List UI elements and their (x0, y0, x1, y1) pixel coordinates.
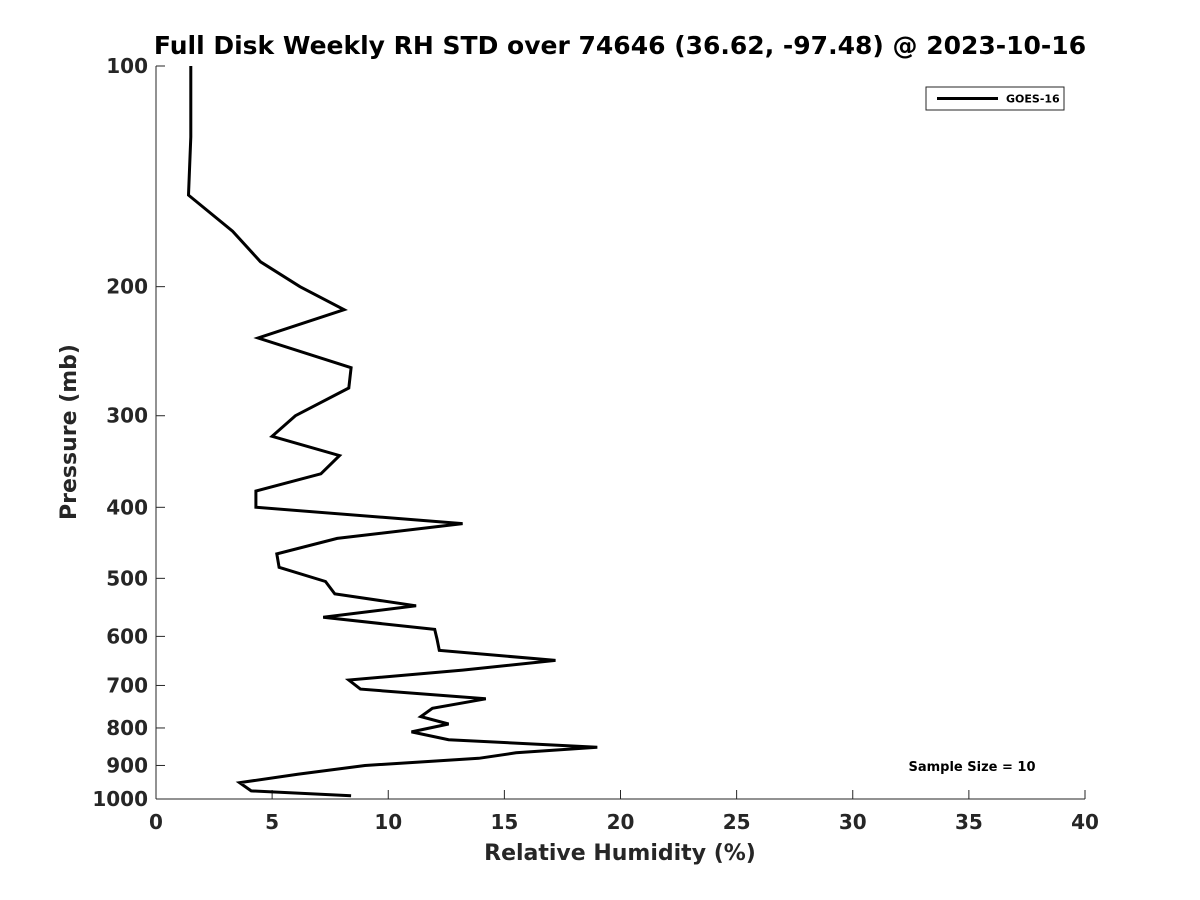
y-tick-label: 500 (106, 566, 148, 590)
y-axis-label: Pressure (mb) (57, 344, 82, 520)
sample-size-annotation: Sample Size = 10 (908, 760, 1035, 775)
y-tick-label: 600 (106, 624, 148, 648)
y-tick-label: 700 (106, 673, 148, 697)
y-ticks: 100 200 300 400 500 600 700 800 900 1000 (92, 54, 165, 811)
legend-label: GOES-16 (1006, 93, 1060, 106)
series-layer (186, 66, 598, 798)
y-tick-label: 1000 (92, 787, 148, 811)
x-tick-label: 0 (149, 810, 163, 834)
y-tick-label: 900 (106, 753, 148, 777)
x-tick-label: 15 (490, 810, 518, 834)
series-line-goes16 (186, 66, 598, 798)
y-tick-label: 100 (106, 54, 148, 78)
x-tick-label: 40 (1071, 810, 1099, 834)
x-axis-label: Relative Humidity (%) (484, 841, 756, 866)
x-tick-label: 5 (265, 810, 279, 834)
x-tick-label: 30 (839, 810, 867, 834)
y-tick-label: 300 (106, 404, 148, 428)
x-tick-label: 20 (607, 810, 635, 834)
x-tick-label: 35 (955, 810, 983, 834)
plot-area (155, 66, 1085, 800)
x-ticks: 0 5 10 15 20 25 30 35 40 (149, 790, 1099, 834)
y-tick-label: 200 (106, 275, 148, 299)
x-tick-label: 25 (723, 810, 751, 834)
y-tick-label: 400 (106, 495, 148, 519)
x-tick-label: 10 (374, 810, 402, 834)
legend: GOES-16 (925, 86, 1065, 111)
y-tick-label: 800 (106, 716, 148, 740)
chart-title: Full Disk Weekly RH STD over 74646 (36.6… (154, 31, 1086, 60)
